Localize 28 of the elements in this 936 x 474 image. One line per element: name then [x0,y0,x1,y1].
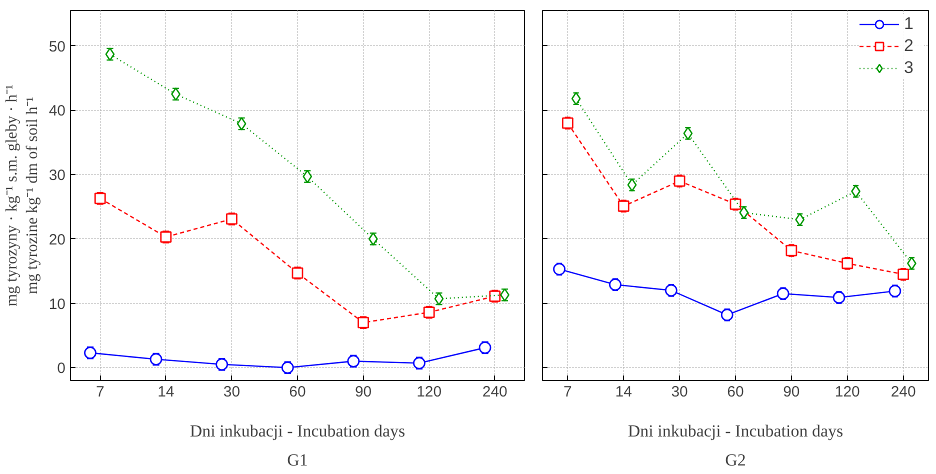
x-axis-title: Dni inkubacji - Incubation days [628,422,844,440]
x-tick-label: 7 [96,384,104,400]
legend-label: 3 [904,58,914,78]
legend-label: 2 [904,36,914,56]
x-tick-label: 30 [223,384,240,400]
x-tick-label: 120 [834,384,860,400]
x-axis-title: Dni inkubacji - Incubation days [190,422,406,440]
x-tick-label: 7 [564,384,572,400]
y-tick-label: 50 [48,38,66,56]
y-tick-label: 0 [57,360,66,378]
y-tick-label: 10 [48,296,66,313]
x-tick-label: 90 [783,384,800,400]
x-tick-label: 240 [482,384,508,400]
y-tick-label: 30 [48,167,66,184]
x-tick-label: 14 [615,384,632,400]
x-tick-label: 60 [727,384,744,400]
text: G2 [725,450,746,470]
y-axis-title: mg tyrozyny · kg⁻¹ s.m. gleby · h⁻¹ mg tyrozine kg⁻¹ dm of soil h⁻¹ [3,84,41,306]
y-tick-label: 20 [48,231,66,248]
y-tick-label: 40 [48,102,66,120]
x-tick-label: 240 [890,384,916,400]
x-tick-label: 14 [158,384,174,400]
x-tick-label: 30 [671,384,688,400]
x-tick-label: 60 [289,384,306,400]
text: G1 [287,450,308,470]
x-tick-label: 120 [416,384,442,400]
x-tick-label: 90 [354,384,372,400]
legend-label: 1 [904,14,914,34]
